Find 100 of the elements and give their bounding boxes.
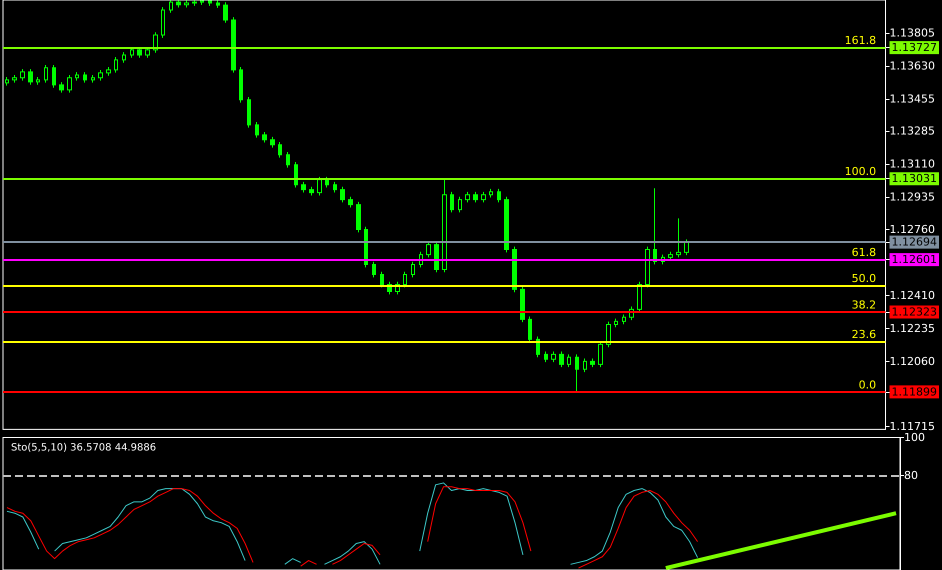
candlestick [161, 6, 165, 38]
candlestick [309, 186, 314, 196]
candlestick [473, 191, 478, 203]
y-tick-label: 80 [904, 468, 918, 482]
candlestick [270, 136, 275, 148]
annotation: 100.0 [844, 165, 876, 178]
y-tick-label: 1.13455 [890, 92, 936, 106]
candlestick [442, 178, 447, 273]
y-tick-label: 1.13110 [890, 157, 936, 170]
candlestick [98, 70, 103, 82]
candlestick [286, 151, 290, 168]
candlestick [450, 191, 454, 213]
candlestick [684, 238, 689, 256]
y-tick-label: 1.12935 [890, 190, 936, 204]
text: Sto(5,5,10) 36.5708 44.9886 [11, 442, 156, 454]
candlestick [216, 0, 220, 8]
candlestick [426, 241, 431, 258]
y-tick-label: 1.13630 [890, 59, 936, 72]
candlestick [583, 358, 587, 373]
candlestick [544, 351, 548, 363]
y-tick-label: 1.12323 [892, 306, 938, 319]
candlestick [614, 318, 618, 328]
candlestick [340, 186, 345, 203]
y-tick-label: 100 [904, 431, 925, 444]
candlestick [567, 354, 571, 368]
candlestick [114, 56, 118, 74]
candlestick [59, 82, 64, 94]
candlestick [356, 201, 361, 233]
candlestick [176, 0, 181, 8]
y-tick-label: 1.13031 [892, 172, 938, 186]
candlestick [551, 351, 556, 363]
y-tick-label: 1.11899 [892, 385, 938, 398]
candlestick [301, 181, 306, 193]
candlestick [36, 76, 40, 86]
candlestick [489, 188, 493, 198]
candlestick [504, 196, 509, 253]
candlestick [262, 132, 267, 144]
candlestick [67, 74, 72, 94]
candlestick [590, 358, 595, 368]
annotation: 38.2 [852, 298, 876, 312]
candlestick [325, 176, 329, 188]
y-tick-label: 1.12410 [890, 289, 936, 302]
candlestick [575, 354, 579, 392]
candlestick [380, 271, 384, 288]
annotation: 23.6 [852, 328, 876, 342]
candlestick [247, 96, 251, 128]
y-tick-label: 1.12601 [892, 253, 938, 266]
candlestick [598, 341, 603, 368]
candlestick [130, 46, 134, 58]
candlestick [434, 241, 439, 273]
candlestick [497, 188, 501, 203]
candlestick [223, 2, 228, 24]
annotation: 0.0 [858, 378, 876, 392]
candlestick [622, 314, 626, 325]
y-tick-label: 1.13805 [890, 26, 936, 40]
candlestick [83, 72, 87, 84]
candlestick [559, 351, 564, 368]
candlestick [91, 74, 95, 84]
candlestick [208, 0, 212, 6]
candlestick [668, 251, 673, 261]
candlestick [52, 64, 56, 88]
annotation: 50.0 [852, 272, 876, 285]
annotation: 61.8 [852, 246, 876, 260]
candlestick [458, 196, 462, 213]
candlestick [520, 286, 525, 323]
candlestick [44, 64, 48, 84]
candlestick [512, 246, 517, 293]
y-tick-label: 1.13727 [892, 41, 938, 54]
candlestick [28, 68, 33, 86]
candlestick [481, 191, 486, 203]
candlestick [255, 122, 259, 138]
candlestick [20, 68, 25, 82]
candlestick [372, 261, 376, 278]
candlestick [294, 161, 298, 188]
candlestick [231, 16, 236, 74]
candlestick [145, 46, 150, 58]
candlestick [403, 271, 407, 288]
candlestick [75, 72, 79, 82]
candlestick [465, 191, 470, 203]
candlestick [364, 226, 368, 268]
y-tick-label: 1.12760 [890, 223, 936, 236]
candlestick [606, 321, 611, 348]
annotation: 161.8 [844, 34, 876, 48]
y-tick-label: 1.12694 [892, 236, 938, 249]
candlestick [278, 141, 282, 158]
candlestick [12, 74, 17, 84]
candlestick [348, 196, 353, 208]
candlestick [317, 176, 322, 196]
candlestick [637, 281, 642, 313]
y-tick-label: 1.13285 [890, 124, 936, 138]
candlestick [653, 188, 657, 265]
candlestick [645, 246, 650, 288]
candlestick [333, 181, 337, 193]
candlestick [106, 66, 111, 76]
candlestick [137, 46, 142, 58]
y-tick-label: 1.12060 [890, 355, 936, 368]
candlestick [676, 218, 681, 258]
y-tick-label: 1.11715 [890, 420, 936, 433]
y-tick-label: 1.12235 [890, 322, 936, 336]
candlestick [122, 52, 126, 64]
